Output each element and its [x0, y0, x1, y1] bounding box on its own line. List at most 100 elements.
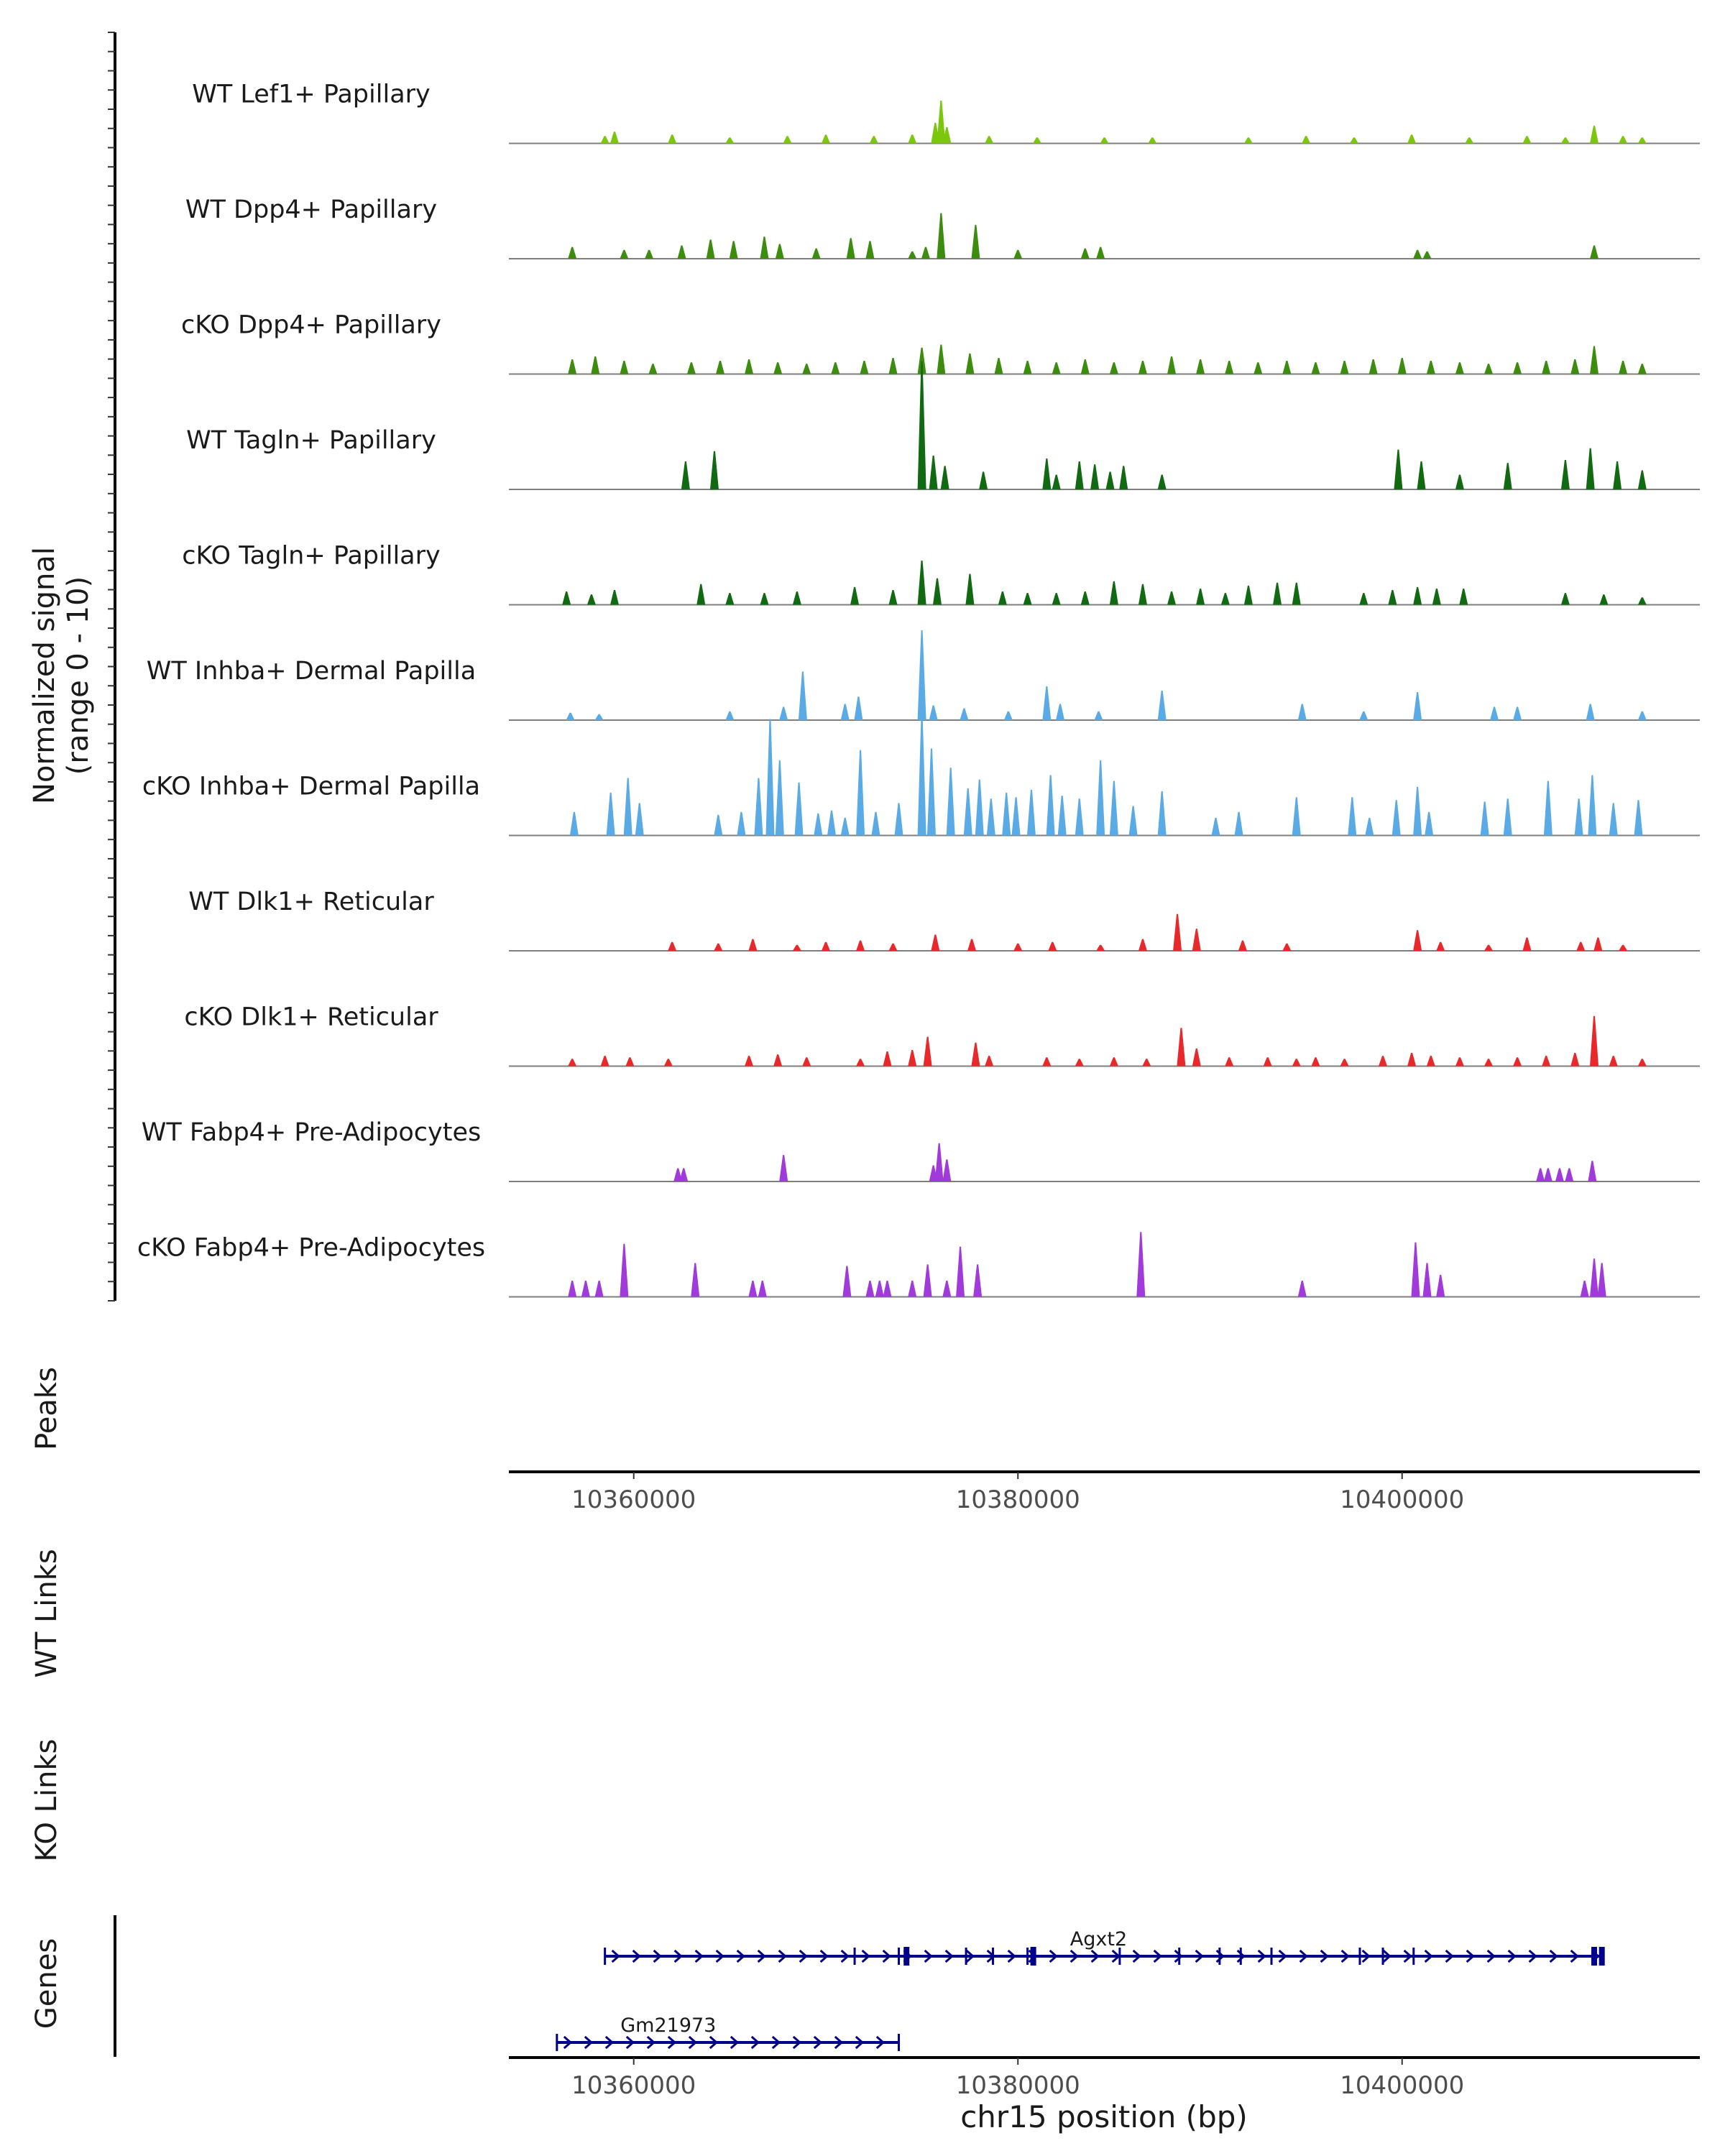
coverage-peak — [923, 1264, 932, 1297]
strand-arrow — [1153, 1949, 1162, 1963]
strand-arrow — [1424, 1949, 1433, 1963]
coverage-peak — [686, 362, 696, 374]
strand-arrow — [771, 2035, 781, 2050]
coverage-peak — [1157, 474, 1167, 489]
strand-arrow — [1007, 1949, 1016, 1963]
coverage-peak — [1490, 706, 1499, 720]
coverage-peak — [779, 1155, 788, 1181]
coverage-peak — [568, 1059, 577, 1067]
coverage-peak — [566, 712, 575, 720]
genes-label: Genes — [30, 1938, 63, 2029]
coverage-peak — [1513, 1057, 1522, 1067]
strand-arrow — [1236, 1949, 1246, 1963]
coverage-peak — [1413, 692, 1422, 720]
coverage-peak — [663, 1059, 673, 1067]
exon — [991, 1948, 994, 1965]
strand-arrow — [882, 1949, 891, 1963]
coverage-peak — [821, 941, 830, 951]
strand-arrow — [924, 1949, 933, 1963]
coverage-peak — [1590, 245, 1599, 259]
track-label: WT Dpp4+ Papillary — [185, 195, 437, 224]
coverage-peak — [1090, 464, 1100, 489]
coverage-peak — [1465, 137, 1474, 144]
coverage-peak — [883, 1051, 892, 1067]
coverage-peak — [973, 1264, 983, 1297]
coverage-peak — [1359, 711, 1368, 720]
coverage-peak — [635, 803, 644, 836]
coverage-peak — [875, 1280, 884, 1297]
strand-arrow — [688, 2035, 698, 2050]
coverage-peak — [1052, 593, 1061, 605]
exon — [853, 1948, 856, 1965]
coverage-peak — [1297, 704, 1307, 720]
x-axis-label: chr15 position (bp) — [960, 2099, 1248, 2134]
coverage-peak — [1542, 1056, 1551, 1067]
strand-arrow — [1132, 1949, 1141, 1963]
strand-arrow — [667, 2035, 677, 2050]
coverage-peak — [1413, 786, 1422, 836]
strand-arrow — [1278, 1949, 1287, 1963]
exon — [1591, 1947, 1598, 1966]
coverage-peak — [1590, 125, 1599, 144]
coverage-peak — [1586, 448, 1595, 489]
coverage-peak — [645, 249, 654, 259]
coverage-track: cKO Dlk1+ Reticular — [184, 1003, 1700, 1067]
strand-arrow — [1570, 1949, 1579, 1963]
coverage-peak — [1080, 248, 1090, 259]
coverage-peak — [1536, 1168, 1545, 1181]
coverage-peak — [802, 1057, 811, 1067]
track-label: WT Lef1+ Papillary — [192, 80, 431, 109]
strand-arrow — [1070, 1949, 1079, 1963]
exon — [903, 1947, 910, 1966]
coverage-peak — [1436, 941, 1445, 951]
coverage-peak — [1634, 800, 1643, 836]
coverage-peak — [775, 244, 784, 259]
coverage-peak — [934, 1143, 944, 1181]
coverage-peak — [1142, 1059, 1151, 1067]
coverage-peak — [1480, 801, 1489, 836]
strand-arrow — [709, 2035, 719, 2050]
coverage-peak — [1042, 686, 1052, 720]
coverage-peak — [1455, 362, 1464, 374]
coverage-peak — [706, 239, 715, 259]
coverage-peak — [1590, 1258, 1599, 1297]
coverage-track: WT Dpp4+ Papillary — [185, 195, 1700, 259]
coverage-peak — [620, 1243, 629, 1297]
coverage-peak — [937, 213, 946, 259]
coverage-peak — [1238, 940, 1247, 951]
coverage-peak — [1543, 1168, 1552, 1181]
coverage-peak — [748, 1280, 758, 1297]
coverage-peak — [963, 788, 972, 836]
coverage-track: cKO Dpp4+ Papillary — [181, 311, 1700, 375]
coverage-peak — [1282, 943, 1292, 951]
coverage-peak — [1425, 811, 1434, 836]
strand-arrow — [1549, 1949, 1558, 1963]
coverage-peak — [1109, 780, 1118, 836]
exon — [556, 2034, 558, 2051]
strand-arrow — [730, 2035, 740, 2050]
coverage-peak — [888, 357, 898, 374]
coverage-peak — [883, 1280, 892, 1297]
gene-model: Gm21973 — [556, 2014, 901, 2051]
coverage-peak — [860, 361, 869, 374]
coverage-peak — [1609, 803, 1618, 836]
coverage-peak — [748, 939, 758, 951]
strand-arrow — [813, 2035, 823, 2050]
coverage-peak — [1637, 137, 1647, 144]
coverage-peak — [1613, 461, 1622, 489]
coverage-peak — [745, 1056, 754, 1067]
y-axis-title: Normalized signal (range 0 - 10) — [28, 547, 95, 804]
coverage-peak — [917, 714, 926, 836]
exon — [1118, 1948, 1121, 1965]
coverage-peak — [1056, 704, 1065, 720]
coverage-peak — [1503, 798, 1512, 836]
coverage-peak — [1094, 711, 1103, 720]
strand-arrow — [563, 2035, 573, 2050]
coverage-peak — [568, 1280, 577, 1297]
coverage-peak — [940, 466, 949, 489]
coverage-peak — [802, 364, 811, 374]
coverage-peak — [1379, 1056, 1388, 1067]
x-tick-label: 10400000 — [1340, 2071, 1464, 2100]
coverage-peak — [917, 347, 926, 374]
